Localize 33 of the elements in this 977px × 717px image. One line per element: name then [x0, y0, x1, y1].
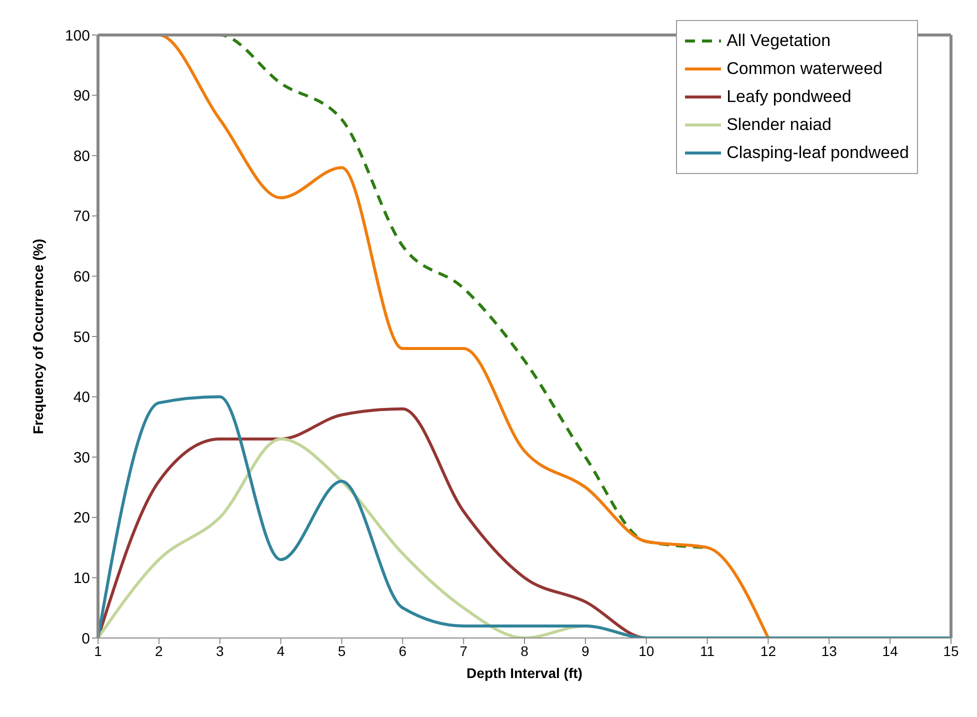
- legend-label: Clasping-leaf pondweed: [726, 143, 909, 163]
- y-tick-label: 0: [82, 630, 90, 648]
- x-tick-label: 10: [638, 642, 654, 659]
- y-tick-label: 10: [73, 570, 90, 588]
- x-tick-label: 5: [338, 642, 346, 659]
- y-tick-label: 80: [73, 148, 90, 165]
- x-tick-label: 3: [216, 642, 224, 659]
- x-tick-label: 7: [460, 642, 468, 659]
- legend-label: Leafy pondweed: [726, 87, 852, 107]
- x-axis-title: Depth Interval (ft): [466, 665, 582, 681]
- x-tick-label: 4: [276, 642, 285, 659]
- x-tick-label: 11: [700, 642, 715, 659]
- y-tick-label: 30: [73, 449, 90, 466]
- y-tick-label: 100: [64, 27, 90, 44]
- x-tick-label: 15: [943, 642, 959, 659]
- x-tick-label: 6: [398, 642, 407, 659]
- x-tick-label: 12: [760, 642, 776, 659]
- x-tick-label: 8: [520, 642, 529, 659]
- y-tick-label: 50: [73, 328, 90, 346]
- legend-label: Slender naiad: [726, 115, 832, 135]
- x-tick-label: 13: [821, 642, 838, 659]
- y-tick-label: 70: [73, 208, 90, 226]
- y-tick-label: 90: [73, 88, 90, 105]
- y-tick-label: 60: [73, 268, 90, 286]
- y-tick-label: 40: [73, 389, 90, 406]
- y-tick-label: 20: [73, 510, 90, 527]
- legend-label: All Vegetation: [726, 31, 831, 51]
- x-tick-label: 14: [882, 642, 898, 659]
- y-axis-title: Frequency of Occurrence (%): [30, 238, 46, 434]
- legend-label: Common waterweed: [726, 59, 882, 79]
- x-tick-label: 1: [94, 642, 102, 659]
- x-tick-label: 9: [582, 642, 590, 659]
- x-tick-label: 2: [155, 642, 164, 659]
